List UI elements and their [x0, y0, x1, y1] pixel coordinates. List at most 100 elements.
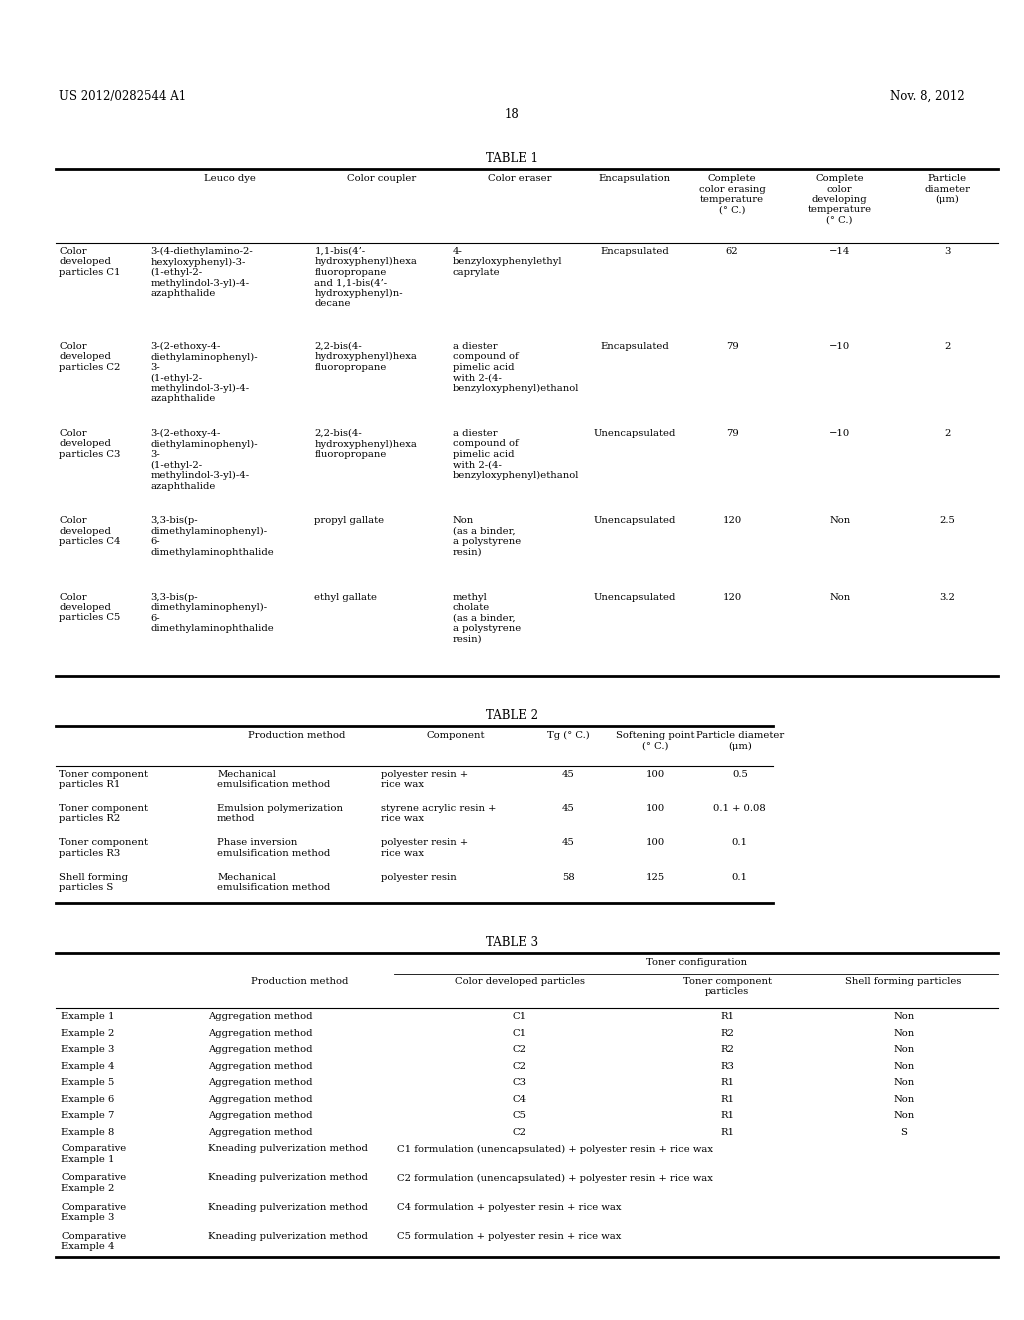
Text: C1 formulation (unencapsulated) + polyester resin + rice wax: C1 formulation (unencapsulated) + polyes…: [397, 1144, 714, 1154]
Text: Aggregation method: Aggregation method: [208, 1030, 312, 1038]
Text: Complete
color
developing
temperature
(° C.): Complete color developing temperature (°…: [808, 174, 871, 224]
Text: Toner configuration: Toner configuration: [646, 958, 746, 968]
Text: 79: 79: [726, 429, 738, 438]
Text: C2: C2: [513, 1045, 526, 1055]
Text: Non: Non: [893, 1111, 914, 1121]
Text: Non: Non: [829, 516, 850, 525]
Text: Shell forming particles: Shell forming particles: [846, 977, 962, 986]
Text: −10: −10: [829, 429, 850, 438]
Text: Example 4: Example 4: [61, 1063, 115, 1071]
Text: Unencapsulated: Unencapsulated: [594, 593, 676, 602]
Text: Example 3: Example 3: [61, 1045, 115, 1055]
Text: 3-(2-ethoxy-4-
diethylaminophenyl)-
3-
(1-ethyl-2-
methylindol-3-yl)-4-
azaphtha: 3-(2-ethoxy-4- diethylaminophenyl)- 3- (…: [151, 429, 258, 491]
Text: 0.1 + 0.08: 0.1 + 0.08: [714, 804, 766, 813]
Text: Kneading pulverization method: Kneading pulverization method: [208, 1232, 368, 1241]
Text: 0.5: 0.5: [732, 770, 748, 779]
Text: 3,3-bis(p-
dimethylaminophenyl)-
6-
dimethylaminophthalide: 3,3-bis(p- dimethylaminophenyl)- 6- dime…: [151, 593, 274, 634]
Text: Comparative
Example 1: Comparative Example 1: [61, 1144, 127, 1164]
Text: Non
(as a binder,
a polystyrene
resin): Non (as a binder, a polystyrene resin): [453, 516, 521, 556]
Text: 100: 100: [646, 804, 665, 813]
Text: Comparative
Example 3: Comparative Example 3: [61, 1203, 127, 1222]
Text: Toner component
particles R2: Toner component particles R2: [59, 804, 148, 824]
Text: C4: C4: [513, 1096, 526, 1104]
Text: R1: R1: [720, 1111, 734, 1121]
Text: ethyl gallate: ethyl gallate: [314, 593, 378, 602]
Text: Leuco dye: Leuco dye: [205, 174, 256, 183]
Text: Particle
diameter
(μm): Particle diameter (μm): [925, 174, 970, 205]
Text: C5: C5: [513, 1111, 526, 1121]
Text: 120: 120: [723, 516, 741, 525]
Text: Kneading pulverization method: Kneading pulverization method: [208, 1173, 368, 1183]
Text: Toner component
particles: Toner component particles: [683, 977, 771, 997]
Text: Tg (° C.): Tg (° C.): [547, 731, 590, 741]
Text: 0.1: 0.1: [732, 873, 748, 882]
Text: 3-(4-diethylamino-2-
hexyloxyphenyl)-3-
(1-ethyl-2-
methylindol-3-yl)-4-
azaphth: 3-(4-diethylamino-2- hexyloxyphenyl)-3- …: [151, 247, 253, 298]
Text: Color developed particles: Color developed particles: [455, 977, 585, 986]
Text: polyester resin +
rice wax: polyester resin + rice wax: [381, 838, 468, 858]
Text: Nov. 8, 2012: Nov. 8, 2012: [890, 90, 965, 103]
Text: R2: R2: [720, 1045, 734, 1055]
Text: Color
developed
particles C4: Color developed particles C4: [59, 516, 121, 546]
Text: Aggregation method: Aggregation method: [208, 1063, 312, 1071]
Text: C2: C2: [513, 1063, 526, 1071]
Text: Example 1: Example 1: [61, 1012, 115, 1022]
Text: 2: 2: [944, 342, 950, 351]
Text: 100: 100: [646, 770, 665, 779]
Text: 3,3-bis(p-
dimethylaminophenyl)-
6-
dimethylaminophthalide: 3,3-bis(p- dimethylaminophenyl)- 6- dime…: [151, 516, 274, 557]
Text: 45: 45: [562, 804, 574, 813]
Text: Production method: Production method: [248, 731, 346, 741]
Text: Emulsion polymerization
method: Emulsion polymerization method: [217, 804, 343, 824]
Text: R2: R2: [720, 1030, 734, 1038]
Text: Softening point
(° C.): Softening point (° C.): [616, 731, 694, 751]
Text: 2.5: 2.5: [939, 516, 955, 525]
Text: 3: 3: [944, 247, 950, 256]
Text: C3: C3: [513, 1078, 526, 1088]
Text: 79: 79: [726, 342, 738, 351]
Text: Color eraser: Color eraser: [487, 174, 552, 183]
Text: 125: 125: [646, 873, 665, 882]
Text: Complete
color erasing
temperature
(° C.): Complete color erasing temperature (° C.…: [698, 174, 766, 214]
Text: Unencapsulated: Unencapsulated: [594, 516, 676, 525]
Text: R1: R1: [720, 1078, 734, 1088]
Text: Non: Non: [893, 1063, 914, 1071]
Text: Aggregation method: Aggregation method: [208, 1127, 312, 1137]
Text: 120: 120: [723, 593, 741, 602]
Text: Encapsulation: Encapsulation: [599, 174, 671, 183]
Text: Shell forming
particles S: Shell forming particles S: [59, 873, 128, 892]
Text: Example 5: Example 5: [61, 1078, 115, 1088]
Text: C4 formulation + polyester resin + rice wax: C4 formulation + polyester resin + rice …: [397, 1203, 622, 1212]
Text: Production method: Production method: [251, 977, 348, 986]
Text: TABLE 1: TABLE 1: [486, 152, 538, 165]
Text: Toner component
particles R3: Toner component particles R3: [59, 838, 148, 858]
Text: Color
developed
particles C1: Color developed particles C1: [59, 247, 121, 277]
Text: Encapsulated: Encapsulated: [600, 247, 670, 256]
Text: Example 2: Example 2: [61, 1030, 115, 1038]
Text: 1,1-bis(4’-
hydroxyphenyl)hexa
fluoropropane
and 1,1-bis(4’-
hydroxyphenyl)n-
de: 1,1-bis(4’- hydroxyphenyl)hexa fluoropro…: [314, 247, 417, 308]
Text: 2: 2: [944, 429, 950, 438]
Text: Aggregation method: Aggregation method: [208, 1012, 312, 1022]
Text: Toner component
particles R1: Toner component particles R1: [59, 770, 148, 789]
Text: US 2012/0282544 A1: US 2012/0282544 A1: [59, 90, 186, 103]
Text: Mechanical
emulsification method: Mechanical emulsification method: [217, 873, 331, 892]
Text: Kneading pulverization method: Kneading pulverization method: [208, 1203, 368, 1212]
Text: 0.1: 0.1: [732, 838, 748, 847]
Text: Mechanical
emulsification method: Mechanical emulsification method: [217, 770, 331, 789]
Text: a diester
compound of
pimelic acid
with 2-(4-
benzyloxyphenyl)ethanol: a diester compound of pimelic acid with …: [453, 342, 579, 392]
Text: R3: R3: [720, 1063, 734, 1071]
Text: Color
developed
particles C3: Color developed particles C3: [59, 429, 121, 459]
Text: −10: −10: [829, 342, 850, 351]
Text: TABLE 2: TABLE 2: [486, 709, 538, 722]
Text: Aggregation method: Aggregation method: [208, 1096, 312, 1104]
Text: Non: Non: [893, 1030, 914, 1038]
Text: 2,2-bis(4-
hydroxyphenyl)hexa
fluoropropane: 2,2-bis(4- hydroxyphenyl)hexa fluoroprop…: [314, 342, 417, 372]
Text: 100: 100: [646, 838, 665, 847]
Text: Unencapsulated: Unencapsulated: [594, 429, 676, 438]
Text: Example 6: Example 6: [61, 1096, 115, 1104]
Text: propyl gallate: propyl gallate: [314, 516, 384, 525]
Text: R1: R1: [720, 1012, 734, 1022]
Text: C5 formulation + polyester resin + rice wax: C5 formulation + polyester resin + rice …: [397, 1232, 622, 1241]
Text: C1: C1: [513, 1012, 526, 1022]
Text: 18: 18: [505, 108, 519, 121]
Text: Color
developed
particles C2: Color developed particles C2: [59, 342, 121, 372]
Text: polyester resin: polyester resin: [381, 873, 457, 882]
